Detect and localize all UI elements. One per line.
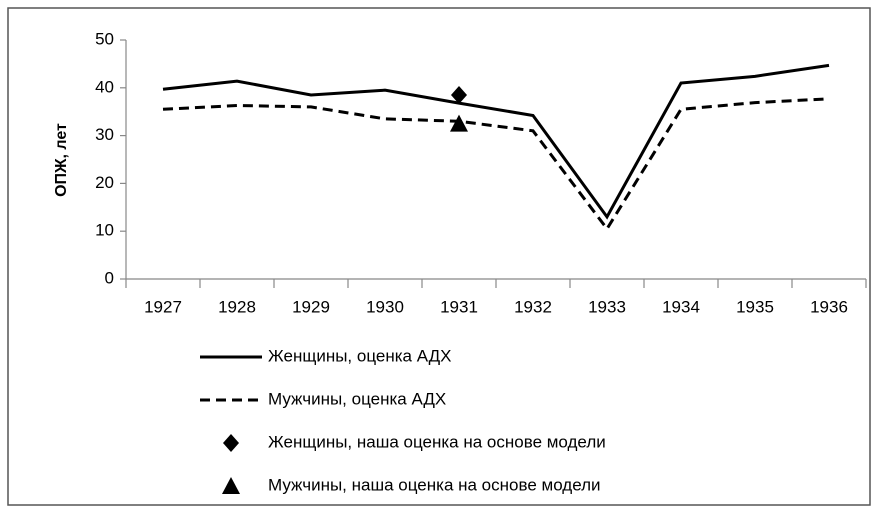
y-tick-label: 50 [95,29,114,48]
data-point [451,85,467,104]
x-tick-label: 1935 [736,297,774,316]
x-tick-label: 1931 [440,297,478,316]
y-tick-label: 0 [105,268,114,287]
y-axis-label: ОПЖ, лет [53,123,70,197]
x-tick-label: 1936 [810,297,848,316]
x-tick-label: 1934 [662,297,700,316]
x-tick-label: 1932 [514,297,552,316]
y-tick-label: 30 [95,125,114,144]
x-tick-label: 1927 [144,297,182,316]
legend-label: Женщины, оценка АДХ [268,346,451,365]
y-tick-label: 20 [95,173,114,192]
series-line [162,97,830,232]
legend-swatch [222,477,240,494]
y-tick-label: 10 [95,221,114,240]
x-tick-label: 1930 [366,297,404,316]
chart-frame [7,7,871,506]
y-tick-label: 40 [95,77,114,96]
x-tick-label: 1933 [588,297,626,316]
legend-label: Мужчины, наша оценка на основе модели [268,475,601,494]
legend-label: Мужчины, оценка АДХ [268,389,446,408]
series-line [162,63,830,220]
data-point [450,114,468,132]
legend-swatch [223,434,239,452]
legend-label: Женщины, наша оценка на основе модели [268,432,606,451]
x-tick-label: 1928 [218,297,256,316]
x-tick-label: 1929 [292,297,330,316]
